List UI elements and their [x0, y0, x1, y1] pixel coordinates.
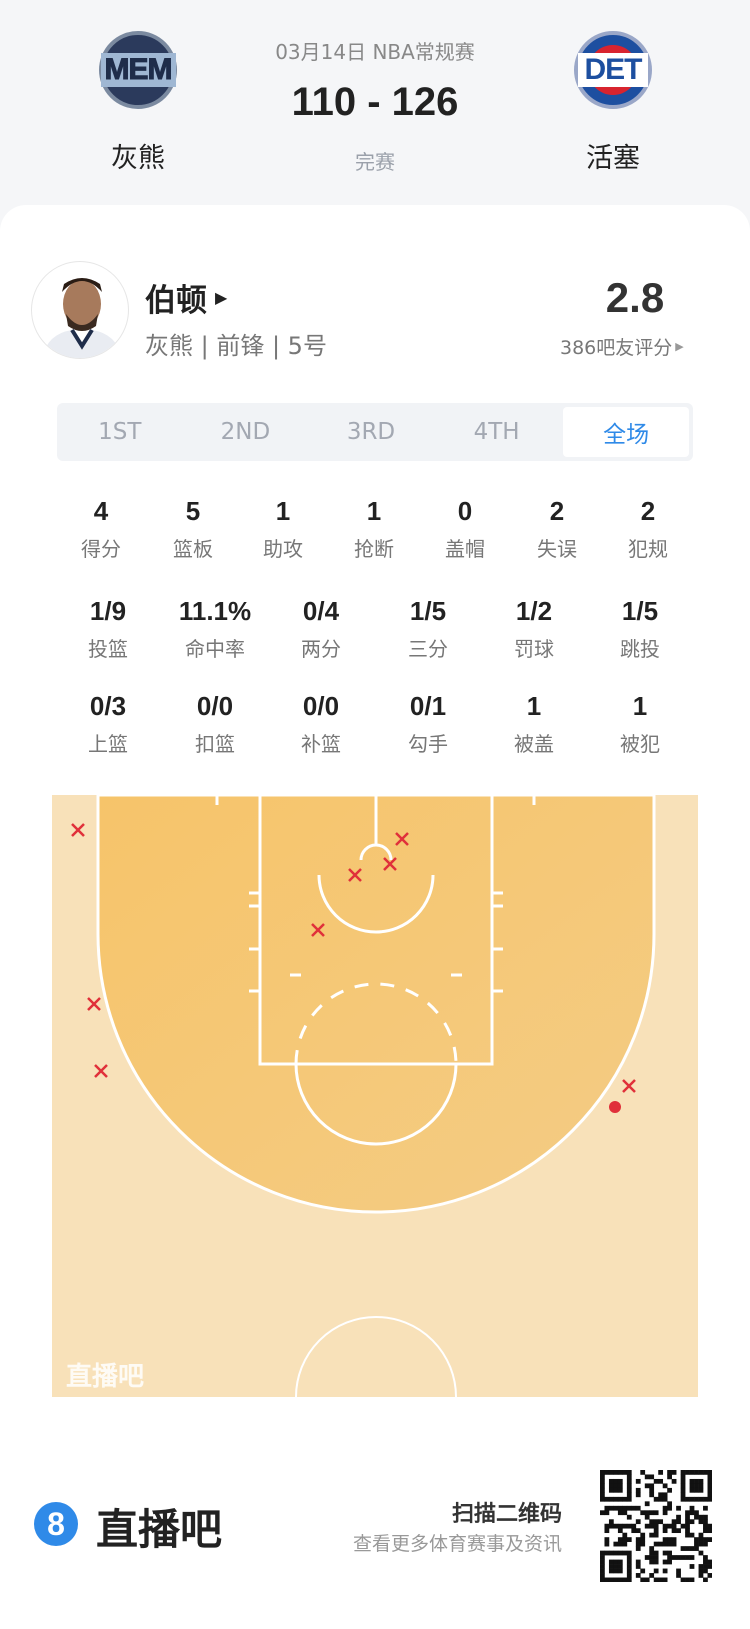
game-score: 110 - 126: [291, 80, 459, 124]
detroit-logo: DET: [574, 31, 652, 109]
memphis-logo: MEM: [99, 31, 177, 109]
stat-stats_row1-0: 4 得分: [46, 496, 156, 562]
stat-label: 罚球: [514, 637, 554, 661]
stat-label: 扣篮: [195, 732, 235, 756]
stat-label: 投篮: [88, 637, 128, 661]
tab-full-game[interactable]: 全场: [563, 407, 689, 457]
stat-label: 助攻: [263, 537, 303, 561]
player-rating: 2.8: [605, 274, 665, 321]
stat-value: 1: [366, 496, 382, 526]
stat-stats_row1-5: 2 失误: [502, 496, 612, 562]
stat-stats_row2-5: 1/5 跳投: [585, 596, 695, 662]
stat-label: 补篮: [301, 732, 341, 756]
stat-value: 0/0: [196, 691, 234, 721]
stat-label: 被犯: [620, 732, 660, 756]
brand-name: 直播吧: [96, 1505, 223, 1554]
game-status: 完赛: [355, 150, 395, 174]
player-avatar[interactable]: [31, 261, 129, 359]
scan-qr-label: 扫描二维码: [451, 1502, 562, 1527]
qr-code[interactable]: [600, 1470, 712, 1582]
stat-value: 1/5: [409, 596, 447, 626]
stat-value: 0/1: [409, 691, 447, 721]
stat-label: 犯规: [628, 537, 668, 561]
quarter-tabs: 1ST 2ND 3RD 4TH 全场: [57, 403, 693, 461]
player-name-link[interactable]: 伯顿 ▶: [145, 275, 227, 320]
stat-stats_row2-3: 1/5 三分: [373, 596, 483, 662]
tab-2nd[interactable]: 2ND: [220, 419, 271, 445]
stat-stats_row2-4: 1/2 罚球: [479, 596, 589, 662]
missed-shot-marker: [71, 823, 85, 837]
stat-value: 2: [549, 496, 565, 526]
stat-label: 两分: [301, 637, 341, 661]
stat-stats_row3-0: 0/3 上篮: [53, 691, 163, 757]
player-info: 灰熊 | 前锋 | 5号: [145, 332, 327, 360]
three-point-line: [96, 793, 656, 1214]
more-info-label: 查看更多体育赛事及资讯: [352, 1533, 562, 1555]
stat-value: 1/5: [621, 596, 659, 626]
stat-label: 盖帽: [445, 537, 485, 561]
stat-stats_row3-1: 0/0 扣篮: [160, 691, 270, 757]
stat-stats_row1-3: 1 抢断: [319, 496, 429, 562]
game-date-league: 03月14日 NBA常规赛: [275, 40, 475, 64]
rating-count: 386吧友评分: [560, 337, 673, 359]
rating-link[interactable]: 386吧友评分 ▶: [560, 333, 684, 360]
stat-value: 1/9: [89, 596, 127, 626]
stat-value: 1: [632, 691, 648, 721]
stat-value: 1: [526, 691, 542, 721]
missed-shot-marker: [622, 1079, 636, 1093]
stat-stats_row3-4: 1 被盖: [479, 691, 589, 757]
stat-stats_row2-0: 1/9 投篮: [53, 596, 163, 662]
stat-value: 0/4: [302, 596, 340, 626]
missed-shot-marker: [94, 1064, 108, 1078]
stat-value: 0/3: [89, 691, 127, 721]
stat-value: 1/2: [515, 596, 553, 626]
stat-stats_row2-1: 11.1% 命中率: [160, 596, 270, 662]
stat-value: 4: [93, 496, 109, 526]
caret-right-icon: ▶: [215, 288, 228, 307]
missed-shot-marker: [348, 868, 362, 882]
stat-value: 5: [185, 496, 201, 526]
stat-label: 篮板: [173, 537, 213, 561]
tab-1st[interactable]: 1ST: [98, 419, 142, 445]
stat-value: 0/0: [302, 691, 340, 721]
stat-value: 0: [457, 496, 473, 526]
stat-stats_row3-2: 0/0 补篮: [266, 691, 376, 757]
stat-stats_row1-1: 5 篮板: [138, 496, 248, 562]
stat-label: 跳投: [620, 637, 660, 661]
missed-shot-marker: [311, 923, 325, 937]
tab-4th[interactable]: 4TH: [473, 419, 520, 445]
stat-label: 抢断: [354, 537, 394, 561]
away-team-name[interactable]: 活塞: [586, 143, 640, 174]
stat-stats_row1-4: 0 盖帽: [410, 496, 520, 562]
stat-label: 得分: [81, 537, 121, 561]
caret-right-icon: ▶: [675, 340, 684, 353]
missed-shot-marker: [87, 997, 101, 1011]
made-shot-marker: [609, 1101, 621, 1113]
stat-label: 上篮: [88, 732, 128, 756]
home-team-name[interactable]: 灰熊: [111, 143, 165, 174]
stat-label: 命中率: [185, 637, 245, 661]
stat-value: 2: [640, 496, 656, 526]
stat-stats_row3-5: 1 被犯: [585, 691, 695, 757]
stat-label: 勾手: [408, 732, 448, 756]
brand-logo-icon: 8: [34, 1502, 78, 1546]
stat-stats_row1-2: 1 助攻: [228, 496, 338, 562]
stat-value: 1: [275, 496, 291, 526]
stat-stats_row2-2: 0/4 两分: [266, 596, 376, 662]
stat-label: 被盖: [514, 732, 554, 756]
stat-stats_row1-6: 2 犯规: [593, 496, 703, 562]
missed-shot-marker: [383, 857, 397, 871]
player-name: 伯顿: [145, 283, 207, 319]
stat-stats_row3-3: 0/1 勾手: [373, 691, 483, 757]
missed-shot-marker: [395, 832, 409, 846]
stat-label: 失误: [537, 537, 577, 561]
watermark: 直播吧: [66, 1362, 144, 1392]
stat-value: 11.1%: [178, 596, 252, 626]
tab-3rd[interactable]: 3RD: [346, 419, 396, 445]
court-lines: [215, 793, 536, 1398]
stat-label: 三分: [408, 637, 448, 661]
